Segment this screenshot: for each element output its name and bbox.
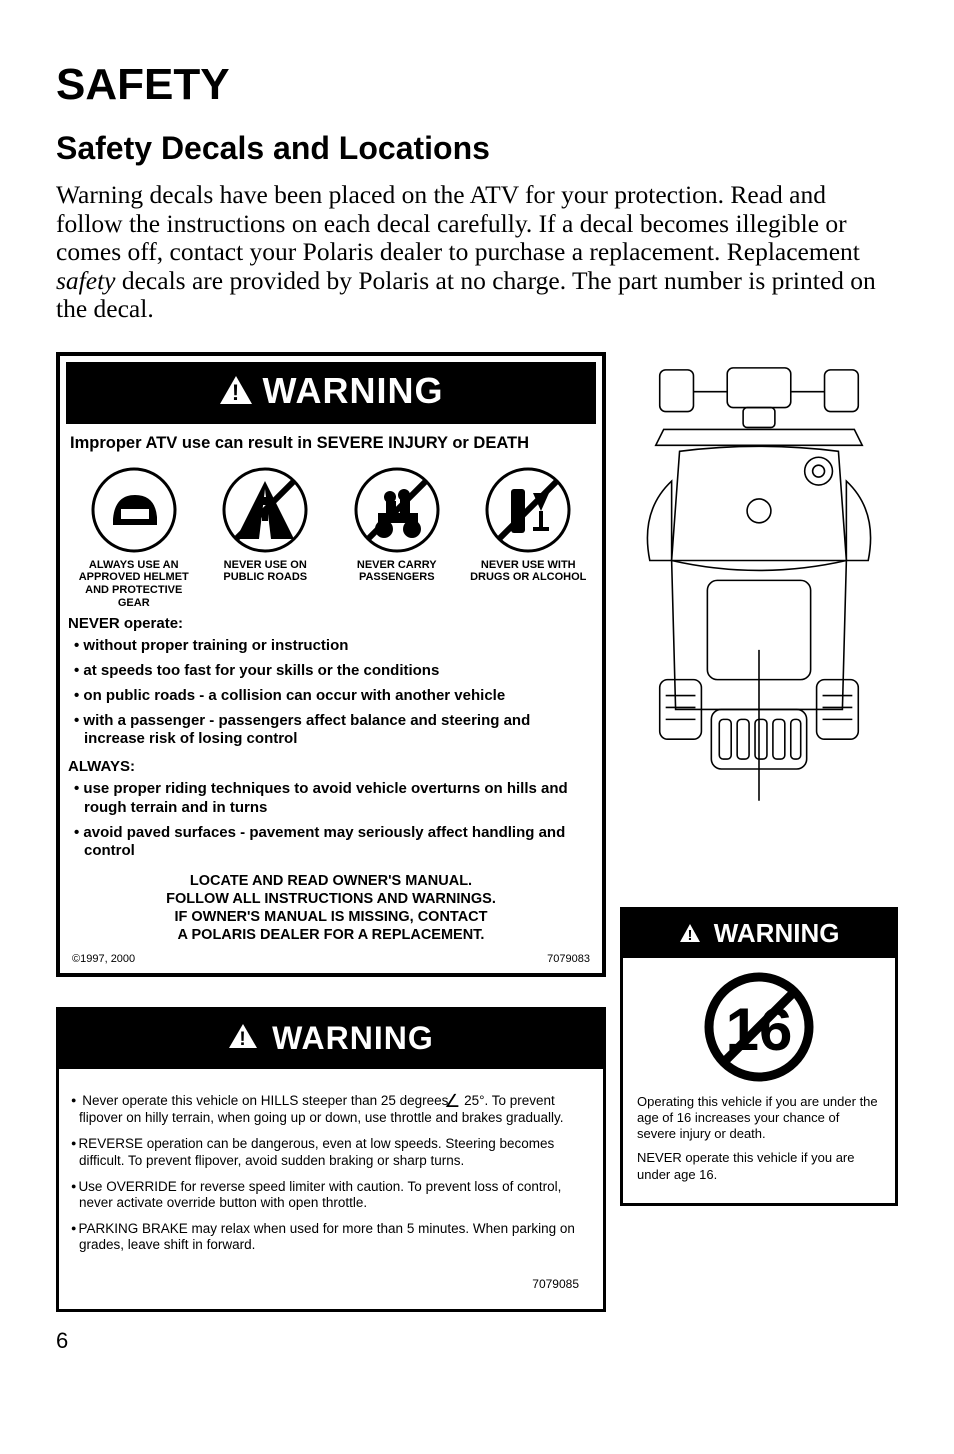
decal2-item: Never operate this vehicle on HILLS stee… bbox=[71, 1089, 593, 1127]
svg-text:!: ! bbox=[231, 380, 239, 405]
decal2-item: PARKING BRAKE may relax when used for mo… bbox=[71, 1221, 593, 1253]
list-item: at speeds too fast for your skills or th… bbox=[84, 659, 590, 684]
decal2-part-number: 7079085 bbox=[71, 1263, 593, 1301]
pictogram-helmet-caption: ALWAYS USE AN APPROVED HELMET AND PROTEC… bbox=[74, 559, 194, 610]
pictogram-helmet: ALWAYS USE AN APPROVED HELMET AND PROTEC… bbox=[74, 467, 194, 610]
always-label: ALWAYS: bbox=[66, 752, 596, 777]
warning-triangle-icon: ! bbox=[219, 372, 253, 414]
always-list: use proper riding techniques to avoid ve… bbox=[66, 777, 596, 864]
intro-post: decals are provided by Polaris at no cha… bbox=[56, 266, 876, 324]
section-heading: Safety Decals and Locations bbox=[56, 130, 898, 167]
decal-general-warning: ! WARNING Improper ATV use can result in… bbox=[56, 352, 606, 977]
locate-line: IF OWNER'S MANUAL IS MISSING, CONTACT bbox=[70, 908, 592, 926]
decal-operation-warning: ! WARNING Never operate this vehicle on … bbox=[56, 1007, 606, 1313]
angle-icon: ∠ bbox=[452, 1091, 460, 1113]
decal3-p2: NEVER operate this vehicle if you are un… bbox=[637, 1150, 881, 1183]
atv-front-illustration bbox=[620, 352, 898, 908]
locate-manual-block: LOCATE AND READ OWNER'S MANUAL. FOLLOW A… bbox=[66, 864, 596, 949]
svg-text:!: ! bbox=[687, 927, 692, 943]
locate-line: LOCATE AND READ OWNER'S MANUAL. bbox=[70, 872, 592, 890]
no-under-16-icon: 16 bbox=[704, 972, 814, 1082]
locate-line: FOLLOW ALL INSTRUCTIONS AND WARNINGS. bbox=[70, 890, 592, 908]
decal1-subhead: Improper ATV use can result in SEVERE IN… bbox=[66, 424, 596, 461]
svg-text:!: ! bbox=[240, 1029, 247, 1049]
warning-triangle-icon: ! bbox=[228, 1020, 268, 1056]
decals-row: ! WARNING Improper ATV use can result in… bbox=[56, 352, 898, 1313]
decal1-header-text: WARNING bbox=[263, 370, 444, 411]
decal3-header-text: WARNING bbox=[714, 918, 840, 948]
left-column: ! WARNING Improper ATV use can result in… bbox=[56, 352, 606, 1313]
intro-pre: Warning decals have been placed on the A… bbox=[56, 180, 860, 266]
locate-line: A POLARIS DEALER FOR A REPLACEMENT. bbox=[70, 926, 592, 944]
item-text: PARKING BRAKE may relax when used for mo… bbox=[78, 1221, 574, 1252]
decal1-pictogram-row: ALWAYS USE AN APPROVED HELMET AND PROTEC… bbox=[66, 461, 596, 614]
page-number: 6 bbox=[56, 1328, 898, 1354]
list-item: with a passenger - passengers affect bal… bbox=[84, 709, 590, 753]
pictogram-roads-caption: NEVER USE ON PUBLIC ROADS bbox=[205, 559, 325, 584]
decal1-header: ! WARNING bbox=[66, 362, 596, 424]
page-heading: SAFETY bbox=[56, 60, 898, 110]
item-text: Use OVERRIDE for reverse speed limiter w… bbox=[78, 1179, 561, 1210]
list-item: on public roads - a collision can occur … bbox=[84, 684, 590, 709]
item-text: REVERSE operation can be dangerous, even… bbox=[78, 1136, 554, 1167]
intro-italic: safety bbox=[56, 266, 115, 295]
pictogram-passenger-caption: NEVER CARRY PASSENGERS bbox=[337, 559, 457, 584]
decal-age-warning: ! WARNING 16 Operating this vehicle if y… bbox=[620, 907, 898, 1206]
list-item: use proper riding techniques to avoid ve… bbox=[84, 777, 590, 821]
decal1-footer: ©1997, 2000 7079083 bbox=[66, 949, 596, 967]
item-text: Never operate this vehicle on HILLS stee… bbox=[82, 1093, 452, 1108]
decal3-text: Operating this vehicle if you are under … bbox=[633, 1094, 885, 1183]
never-operate-label: NEVER operate: bbox=[66, 613, 596, 634]
pictogram-alcohol: NEVER USE WITH DRUGS OR ALCOHOL bbox=[468, 467, 588, 610]
decal2-header-text: WARNING bbox=[272, 1020, 434, 1056]
decal2-item: Use OVERRIDE for reverse speed limiter w… bbox=[71, 1179, 593, 1211]
warning-triangle-icon: ! bbox=[679, 919, 708, 949]
pictogram-roads: NEVER USE ON PUBLIC ROADS bbox=[205, 467, 325, 610]
list-item: avoid paved surfaces - pavement may seri… bbox=[84, 821, 590, 865]
decal2-header: ! WARNING bbox=[59, 1010, 603, 1069]
decal1-copyright: ©1997, 2000 bbox=[72, 953, 135, 965]
list-item: without proper training or instruction bbox=[84, 634, 590, 659]
pictogram-alcohol-caption: NEVER USE WITH DRUGS OR ALCOHOL bbox=[468, 559, 588, 584]
intro-paragraph: Warning decals have been placed on the A… bbox=[56, 181, 898, 324]
decal2-item: REVERSE operation can be dangerous, even… bbox=[71, 1136, 593, 1168]
decal2-body: Never operate this vehicle on HILLS stee… bbox=[59, 1069, 603, 1310]
never-operate-list: without proper training or instruction a… bbox=[66, 634, 596, 752]
decal3-p1: Operating this vehicle if you are under … bbox=[637, 1094, 881, 1143]
decal1-part-number: 7079083 bbox=[547, 953, 590, 965]
decal3-body: 16 Operating this vehicle if you are und… bbox=[623, 958, 895, 1203]
right-column: ! WARNING 16 Operating this vehicle if y… bbox=[620, 352, 898, 1206]
pictogram-passenger: NEVER CARRY PASSENGERS bbox=[337, 467, 457, 610]
decal3-header: ! WARNING bbox=[623, 910, 895, 958]
